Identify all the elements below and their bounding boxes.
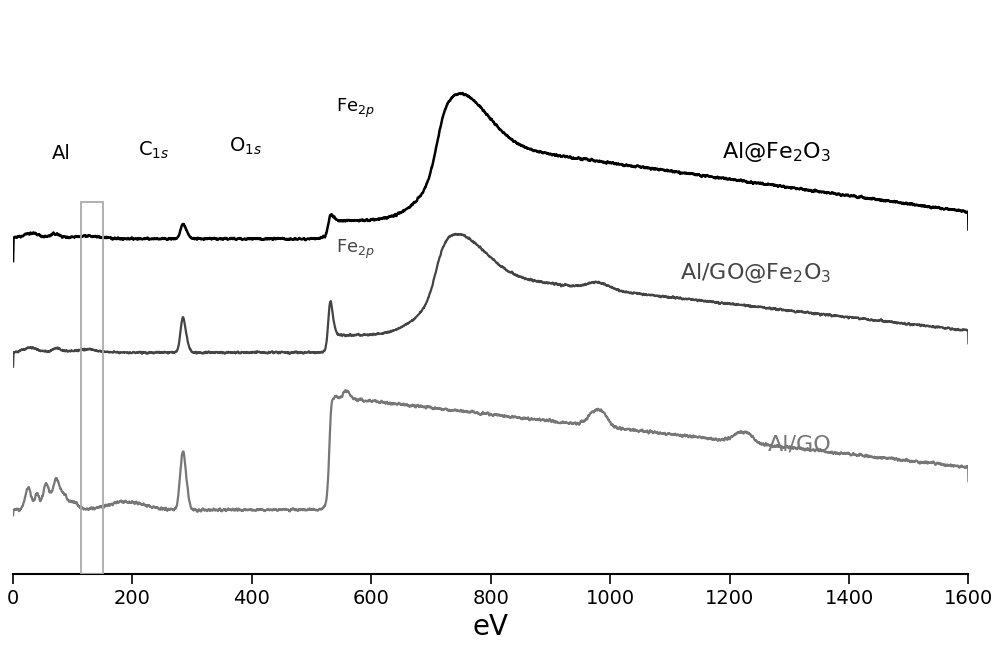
X-axis label: eV: eV [473, 613, 509, 641]
Text: Fe$_{2p}$: Fe$_{2p}$ [336, 97, 375, 120]
Text: Al: Al [51, 145, 70, 163]
Bar [81, 202, 103, 574]
Text: O$_{1s}$: O$_{1s}$ [229, 136, 262, 157]
Text: C$_{1s}$: C$_{1s}$ [138, 140, 169, 161]
Text: Al/GO: Al/GO [767, 435, 831, 455]
Text: Al@Fe$_2$O$_3$: Al@Fe$_2$O$_3$ [722, 139, 831, 164]
Text: Al/GO@Fe$_2$O$_3$: Al/GO@Fe$_2$O$_3$ [680, 261, 831, 285]
Text: Fe$_{2p}$: Fe$_{2p}$ [336, 238, 375, 261]
